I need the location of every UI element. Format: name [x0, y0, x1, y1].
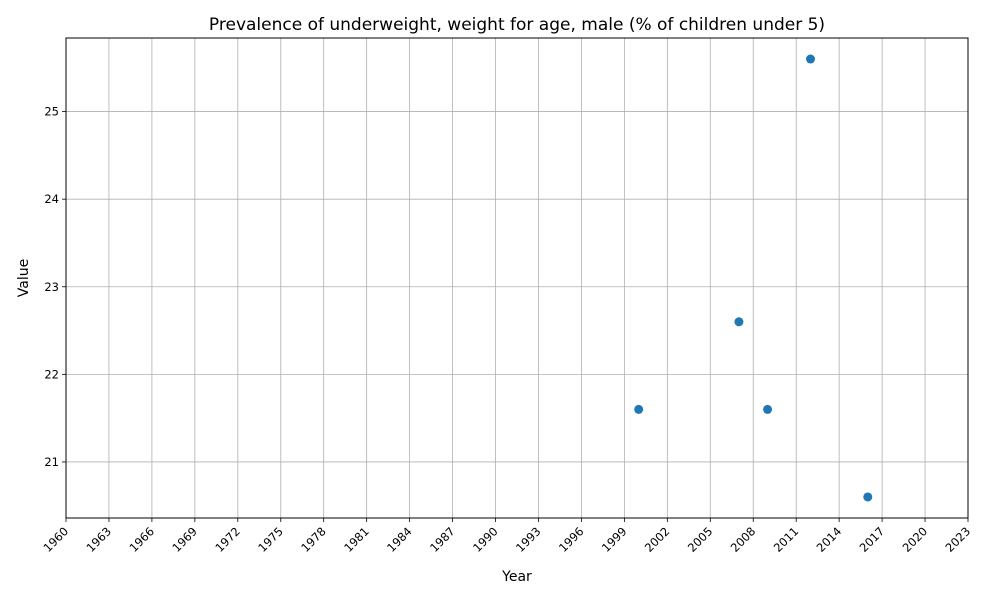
y-tick-label: 24: [44, 192, 59, 206]
x-tick-label: 1975: [255, 524, 286, 555]
x-tick-label: 1981: [341, 524, 372, 555]
x-tick-label: 2002: [642, 524, 673, 555]
x-tick-label: 1996: [556, 524, 587, 555]
x-tick-label: 1960: [41, 524, 72, 555]
x-axis: 1960 1963 1966 1969 1972 1975 1978 1981 1984 1987…: [41, 518, 974, 555]
plot-area-frame: [65, 37, 969, 519]
x-tick-label: 2014: [814, 524, 845, 555]
y-tick-label: 21: [44, 455, 59, 469]
y-axis-title: Value: [16, 259, 32, 297]
x-tick-label: 2005: [685, 524, 716, 555]
y-axis: 21 22 23 24 25: [44, 105, 66, 469]
x-tick-label: 2011: [771, 524, 802, 555]
chart-title: Prevalence of underweight, weight for ag…: [209, 15, 825, 35]
data-point: [634, 404, 644, 414]
y-tick-label: 22: [44, 367, 59, 381]
data-point: [806, 54, 816, 64]
y-tick-label: 25: [44, 105, 59, 119]
x-tick-label: 1969: [169, 524, 200, 555]
x-tick-label: 1978: [298, 524, 329, 555]
data-point: [734, 317, 744, 327]
x-tick-label: 1984: [384, 524, 415, 555]
x-tick-label: 2017: [857, 524, 888, 555]
x-tick-label: 2023: [943, 524, 974, 555]
data-points: [634, 54, 873, 502]
x-tick-label: 1972: [212, 524, 243, 555]
x-tick-label: 1966: [126, 524, 157, 555]
x-tick-label: 2020: [900, 524, 931, 555]
x-tick-label: 1993: [513, 524, 544, 555]
y-tick-label: 23: [44, 280, 59, 294]
x-tick-label: 1987: [427, 524, 458, 555]
x-axis-title: Year: [501, 569, 532, 585]
data-point: [763, 404, 773, 414]
x-tick-label: 1963: [83, 524, 114, 555]
grid: [65, 38, 969, 518]
x-tick-label: 1990: [470, 524, 501, 555]
data-point: [863, 492, 873, 502]
x-tick-label: 2008: [728, 524, 759, 555]
x-tick-label: 1999: [599, 524, 630, 555]
